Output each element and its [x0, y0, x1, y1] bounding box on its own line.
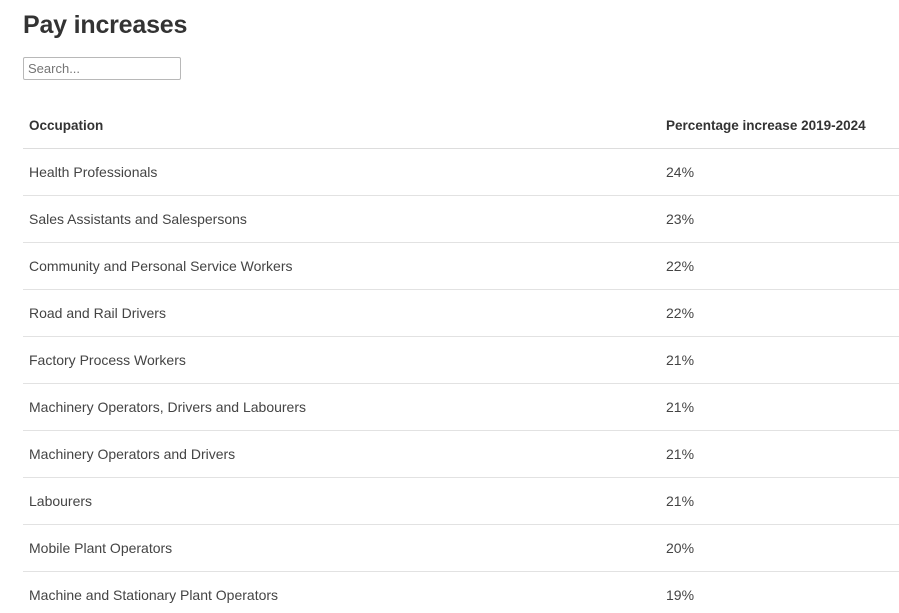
increase-cell: 21% [660, 430, 899, 478]
occupation-cell: Machine and Stationary Plant Operators [23, 571, 660, 613]
search-input[interactable] [23, 57, 181, 80]
increase-cell: 21% [660, 477, 899, 525]
increase-cell: 23% [660, 195, 899, 243]
increase-cell: 21% [660, 383, 899, 431]
increase-cell: 20% [660, 524, 899, 572]
table-row: Health Professionals 24% [23, 148, 899, 196]
increase-cell: 21% [660, 336, 899, 384]
occupation-cell: Labourers [23, 477, 660, 525]
occupation-cell: Mobile Plant Operators [23, 524, 660, 572]
table-row: Sales Assistants and Salespersons 23% [23, 195, 899, 243]
increase-cell: 24% [660, 148, 899, 196]
increase-cell: 19% [660, 571, 899, 613]
page-title: Pay increases [23, 11, 188, 39]
column-header-occupation[interactable]: Occupation [23, 103, 660, 149]
table-header-row: Occupation Percentage increase 2019-2024 [23, 103, 899, 149]
table-row: Machinery Operators and Drivers 21% [23, 430, 899, 478]
table-row: Labourers 21% [23, 477, 899, 525]
occupation-cell: Health Professionals [23, 148, 660, 196]
table-row: Machinery Operators, Drivers and Laboure… [23, 383, 899, 431]
table-row: Mobile Plant Operators 20% [23, 524, 899, 572]
table-row: Machine and Stationary Plant Operators 1… [23, 571, 899, 613]
increase-cell: 22% [660, 242, 899, 290]
occupation-cell: Machinery Operators, Drivers and Laboure… [23, 383, 660, 431]
table-row: Community and Personal Service Workers 2… [23, 242, 899, 290]
occupation-cell: Factory Process Workers [23, 336, 660, 384]
table-row: Road and Rail Drivers 22% [23, 289, 899, 337]
column-header-percentage-increase[interactable]: Percentage increase 2019-2024 [660, 103, 899, 149]
table-row: Factory Process Workers 21% [23, 336, 899, 384]
occupation-table: Occupation Percentage increase 2019-2024… [23, 103, 899, 613]
occupation-cell: Sales Assistants and Salespersons [23, 195, 660, 243]
occupation-cell: Community and Personal Service Workers [23, 242, 660, 290]
occupation-cell: Machinery Operators and Drivers [23, 430, 660, 478]
increase-cell: 22% [660, 289, 899, 337]
occupation-cell: Road and Rail Drivers [23, 289, 660, 337]
